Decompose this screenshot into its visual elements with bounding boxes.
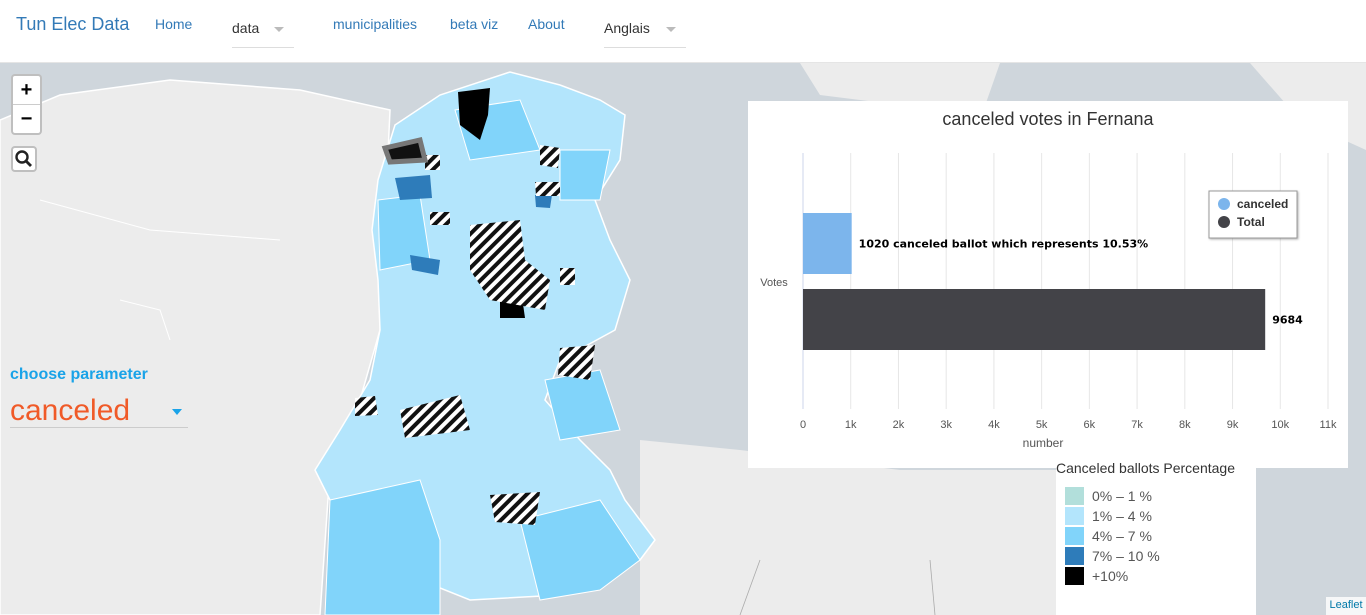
x-tick-label: 3k	[940, 419, 952, 431]
x-tick-label: 5k	[1036, 419, 1048, 431]
legend-marker	[1218, 198, 1230, 210]
nav-about[interactable]: About	[528, 16, 565, 32]
x-tick-label: 0	[800, 419, 806, 431]
legend-series-canceled[interactable]: canceled	[1237, 197, 1288, 211]
map-legend: Canceled ballots Percentage 0% – 1 % 1% …	[1056, 456, 1256, 615]
nav-municipalities[interactable]: municipalities	[333, 16, 418, 32]
map-search-button[interactable]	[11, 146, 37, 172]
map-tiles	[0, 63, 1366, 615]
legend-item: 0% – 1 %	[1065, 487, 1255, 505]
zoom-out-button[interactable]: −	[20, 108, 33, 130]
x-tick-label: 6k	[1084, 419, 1096, 431]
parameter-value: canceled	[10, 394, 131, 427]
language-dropdown[interactable]: Anglais	[604, 14, 686, 48]
legend-swatch	[1065, 567, 1084, 585]
legend-item: 1% – 4 %	[1065, 507, 1255, 525]
category-label: Votes	[760, 277, 788, 289]
x-tick-label: 10k	[1271, 419, 1289, 431]
x-tick-label: 9k	[1227, 419, 1239, 431]
legend-swatch	[1065, 507, 1084, 525]
legend-marker	[1218, 216, 1230, 228]
legend-label: +10%	[1092, 568, 1129, 584]
legend-label: 4% – 7 %	[1092, 528, 1152, 544]
legend-label: 0% – 1 %	[1092, 488, 1152, 504]
data-label: 1020 canceled ballot which represents 10…	[859, 238, 1149, 251]
leaflet-attribution[interactable]: Leaflet	[1326, 597, 1366, 615]
chevron-down-icon	[274, 27, 284, 32]
chevron-down-icon	[666, 27, 676, 32]
parameter-dropdown[interactable]: canceled	[10, 392, 188, 428]
legend-item: 7% – 10 %	[1065, 547, 1255, 565]
zoom-in-button[interactable]: +	[13, 76, 40, 105]
nav-home[interactable]: Home	[155, 16, 193, 32]
bar-total[interactable]	[803, 289, 1266, 350]
x-tick-label: 11k	[1320, 419, 1337, 431]
data-dropdown-label: data	[232, 20, 260, 36]
data-dropdown[interactable]: data	[232, 14, 294, 48]
x-tick-label: 4k	[988, 419, 1000, 431]
zoom-control: + −	[11, 74, 42, 135]
chevron-down-icon	[172, 409, 182, 415]
x-tick-label: 8k	[1179, 419, 1191, 431]
legend-item: 4% – 7 %	[1065, 527, 1255, 545]
data-label: 9684	[1272, 314, 1303, 327]
chart-grid	[802, 153, 1329, 409]
x-tick-label: 7k	[1131, 419, 1143, 431]
search-icon	[15, 150, 32, 167]
chart-title: canceled votes in Fernana	[942, 109, 1154, 129]
legend-swatch	[1065, 487, 1084, 505]
chart-panel: canceled votes in Fernana 1020 canceled …	[748, 101, 1348, 468]
nav-beta-viz[interactable]: beta viz	[450, 16, 499, 32]
legend-swatch	[1065, 527, 1084, 545]
x-axis-label: number	[1023, 436, 1064, 450]
x-tick-label: 1k	[845, 419, 857, 431]
legend-swatch	[1065, 547, 1084, 565]
bar-chart: canceled votes in Fernana 1020 canceled …	[760, 109, 1337, 450]
legend-label: 1% – 4 %	[1092, 508, 1152, 524]
language-dropdown-label: Anglais	[604, 20, 650, 36]
legend-series-total[interactable]: Total	[1237, 215, 1265, 229]
legend-item: +10%	[1065, 567, 1255, 585]
chart-legend: canceled Total	[1208, 190, 1298, 239]
x-tick-label: 2k	[893, 419, 905, 431]
legend-title: Canceled ballots Percentage	[1056, 460, 1236, 476]
parameter-title: choose parameter	[10, 366, 148, 383]
bar-canceled[interactable]	[803, 213, 852, 274]
legend-label: 7% – 10 %	[1092, 548, 1160, 564]
navbar: Tun Elec Data Home data municipalities b…	[0, 0, 1366, 63]
brand-link[interactable]: Tun Elec Data	[16, 14, 130, 34]
